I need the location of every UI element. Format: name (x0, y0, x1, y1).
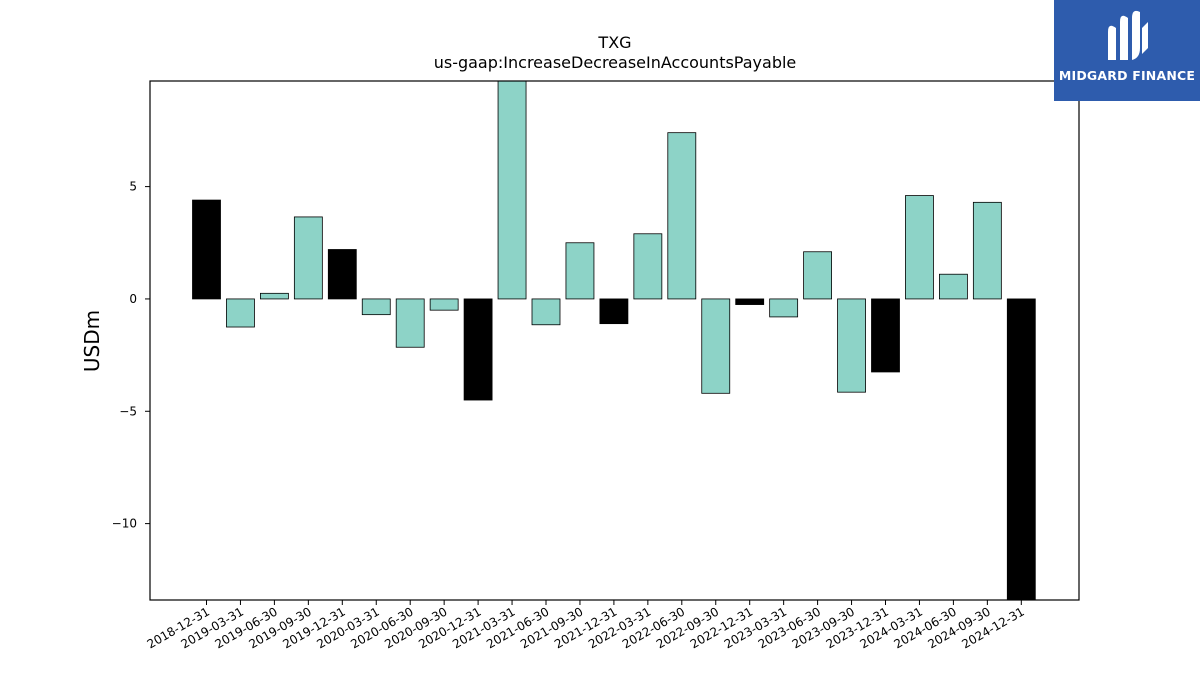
bar-2024-12-31 (1006, 298, 1036, 601)
y-ticks-group: −10 −5 0 5 (112, 180, 150, 531)
bar-2022-06-30 (667, 132, 697, 300)
brand-name: MIDGARD FINANCE (1058, 68, 1196, 83)
y-tick-label: 0 (129, 292, 137, 306)
plot-frame (149, 80, 1080, 601)
bar-2022-12-31 (735, 298, 765, 305)
brand-logo: MIDGARD FINANCE (1054, 0, 1200, 101)
bar-2021-03-31 (497, 80, 527, 300)
bar-2020-03-31 (361, 298, 391, 316)
bar-2019-12-31 (327, 249, 357, 300)
chart-title: TXG (597, 33, 631, 52)
bar-2021-06-30 (531, 298, 561, 326)
bar-2020-12-31 (463, 298, 493, 401)
bar-2024-03-31 (905, 195, 934, 300)
bar-2024-09-30 (972, 201, 1002, 300)
chart-subtitle: us-gaap:IncreaseDecreaseInAccountsPayabl… (434, 53, 797, 72)
midgard-logo-icon (1108, 10, 1148, 60)
bar-2018-12-31 (192, 199, 221, 300)
bar-2019-09-30 (293, 216, 323, 300)
bar-2019-03-31 (226, 298, 255, 328)
bar-2021-09-30 (565, 242, 595, 300)
bar-2020-09-30 (429, 298, 459, 311)
bar-2023-03-31 (769, 298, 799, 318)
bar-2022-09-30 (701, 298, 731, 394)
y-tick-label: −5 (119, 404, 137, 418)
y-tick-label: 5 (129, 180, 137, 194)
y-tick-label: −10 (112, 517, 137, 531)
x-ticks-group: 2018-12-312019-03-312019-06-302019-09-30… (145, 600, 1027, 651)
bars-group (192, 80, 1036, 601)
bar-2019-06-30 (259, 292, 289, 300)
bar-2023-06-30 (803, 251, 832, 300)
bar-2023-12-31 (871, 298, 900, 373)
bar-2020-06-30 (395, 298, 425, 348)
y-axis-label: USDm (80, 310, 104, 372)
bar-2022-03-31 (633, 233, 663, 300)
bar-2021-12-31 (599, 298, 629, 325)
bar-2024-06-30 (939, 273, 968, 300)
bar-2023-09-30 (837, 298, 866, 393)
